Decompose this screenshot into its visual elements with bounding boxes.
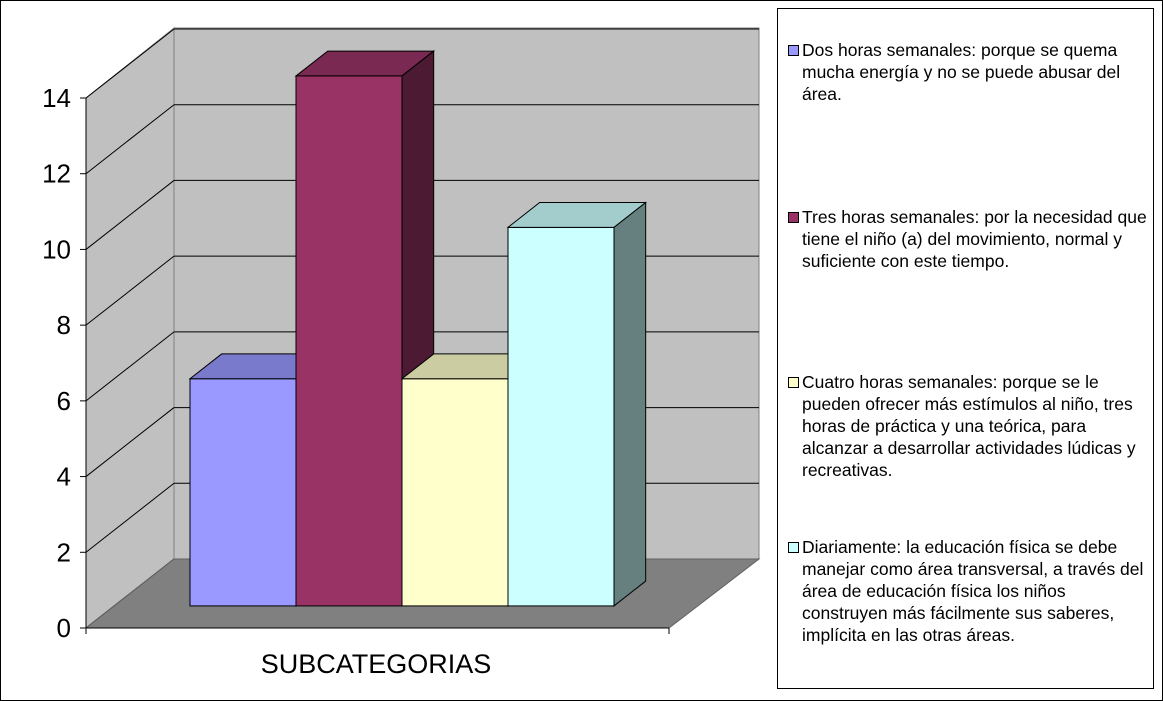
grid-line (85, 482, 175, 553)
y-tick-label: 4 (57, 462, 71, 492)
bar-front (189, 378, 297, 607)
grid-line (85, 180, 175, 250)
y-tick-label: 10 (42, 234, 71, 264)
grid-line (85, 28, 175, 99)
legend-label: Dos horas semanales: porque se quema muc… (802, 40, 1121, 104)
grid-line (85, 104, 175, 175)
bar-front (507, 226, 615, 607)
bar-side (613, 201, 647, 607)
legend-label: Diariamente: la educación física se debe… (802, 537, 1144, 645)
grid-line (85, 255, 175, 326)
bar-front (295, 75, 403, 607)
y-tick-label: 2 (57, 537, 71, 567)
y-tick-label: 6 (57, 386, 71, 416)
legend-swatch (788, 45, 799, 56)
legend-entry: Dos horas semanales: porque se quema muc… (788, 39, 1148, 105)
legend-label: Cuatro horas semanales: porque se le pue… (802, 372, 1136, 480)
legend-entry: Diariamente: la educación física se debe… (788, 536, 1148, 646)
y-tick-label: 12 (42, 159, 71, 189)
legend-swatch (788, 212, 799, 223)
chart: SUBCATEGORIAS 0 2 4 6 8 10 12 14 (42, 26, 761, 679)
y-tick-label: 14 (42, 83, 71, 113)
legend: Dos horas semanales: porque se quema muc… (777, 8, 1154, 689)
grid-line (85, 407, 175, 477)
legend-swatch (788, 542, 799, 553)
legend-swatch (788, 377, 799, 388)
bar-front (401, 378, 509, 607)
legend-label: Tres horas semanales: por la necesidad q… (802, 207, 1147, 271)
side-wall (85, 26, 175, 630)
x-category-label: SUBCATEGORIAS (261, 649, 492, 679)
y-tick-label: 8 (57, 310, 71, 340)
y-tick-label: 0 (57, 613, 71, 643)
legend-entry: Tres horas semanales: por la necesidad q… (788, 206, 1148, 272)
grid-line (85, 331, 175, 402)
legend-entry: Cuatro horas semanales: porque se le pue… (788, 371, 1148, 481)
